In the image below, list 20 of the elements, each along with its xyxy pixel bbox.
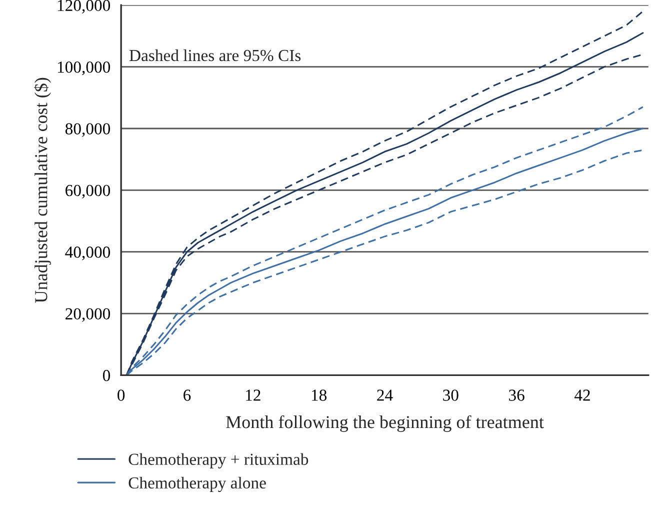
x-tick-label: 12 — [246, 390, 260, 401]
y-tick-label: 80,000 — [65, 123, 110, 137]
y-axis-title: Unadjusted cumulative cost ($) — [34, 78, 51, 303]
x-axis-title: Month following the beginning of treatment — [226, 415, 544, 432]
x-tick-label: 36 — [509, 390, 524, 401]
legend-label: Chemotherapy + rituximab — [128, 453, 308, 468]
y-tick-label: 0 — [102, 370, 110, 382]
y-tick-label: 100,000 — [58, 62, 110, 76]
y-tick-label: 120,000 — [58, 0, 110, 14]
x-tick-label: 18 — [312, 390, 327, 401]
y-tick-label: 60,000 — [66, 184, 110, 199]
x-tick-label: 30 — [443, 390, 458, 401]
legend-label: Chemotherapy alone — [128, 476, 266, 492]
annotation: Dashed lines are 95% CIs — [129, 49, 301, 62]
x-tick-label: 42 — [574, 390, 590, 401]
y-tick-label: 40,000 — [65, 246, 110, 260]
x-tick-label: 24 — [377, 390, 393, 401]
y-tick-label: 20,000 — [66, 308, 110, 322]
x-tick-label: 0 — [118, 390, 125, 401]
x-tick-label: 6 — [184, 390, 191, 401]
